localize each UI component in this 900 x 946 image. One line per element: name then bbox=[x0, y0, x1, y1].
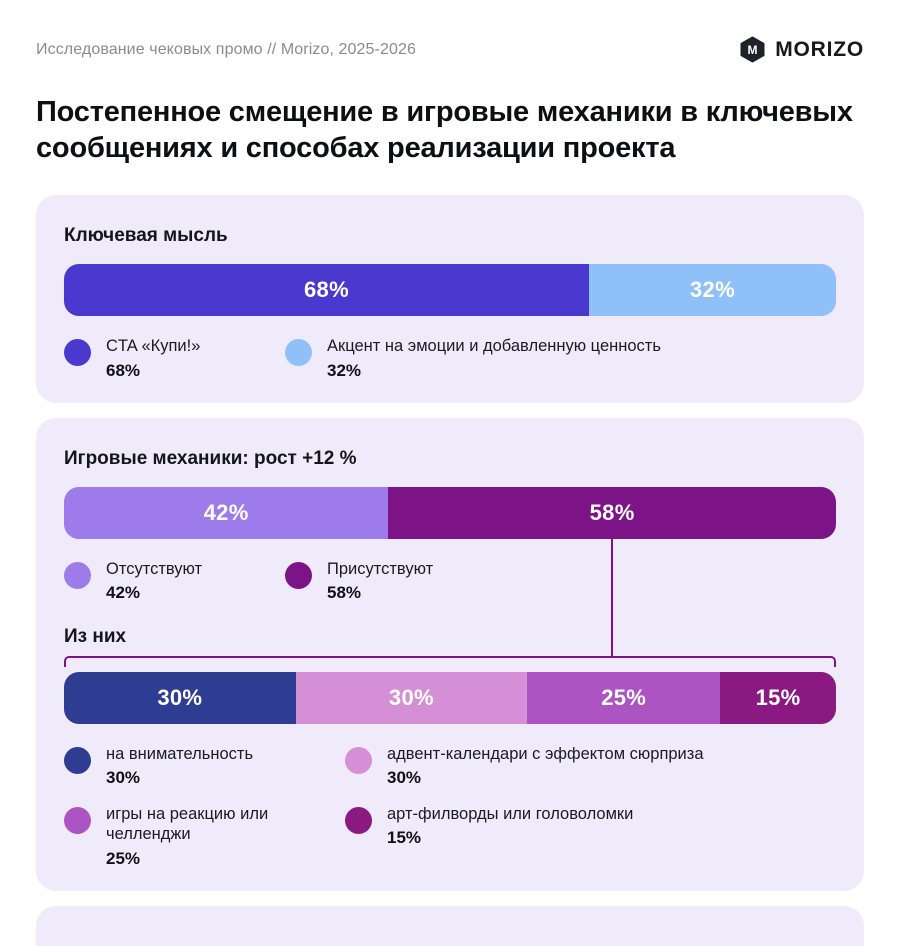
chart2-title: Игровые механики: рост +12 % bbox=[64, 447, 357, 469]
legend-key-message: CTA «Купи!» 68% Акцент на эмоции и добавле… bbox=[64, 336, 836, 381]
legend-text: на внимательность 30% bbox=[106, 744, 253, 789]
connector-line bbox=[611, 531, 614, 658]
page-title: Постепенное смещение в игровые механики … bbox=[36, 96, 853, 164]
legend-text: CTA «Купи!» 68% bbox=[106, 336, 200, 381]
bar-segment: 42% bbox=[64, 486, 389, 539]
header: Исследование чековых промо // Morizo, 20… bbox=[36, 36, 864, 63]
legend-dot bbox=[64, 806, 91, 834]
legend-value: 30% bbox=[387, 768, 422, 788]
legend-value: 25% bbox=[106, 848, 141, 868]
report-subtitle: Исследование чековых промо // Morizo, 20… bbox=[36, 40, 416, 58]
legend-value: 32% bbox=[327, 360, 362, 380]
legend-text: игры на реакцию или челленджи 25% bbox=[106, 804, 345, 870]
breakdown-title: Из них bbox=[64, 625, 127, 647]
next-card-peek bbox=[36, 906, 864, 946]
legend-item: адвент-календари с эффектом сюрприза 30% bbox=[345, 744, 836, 789]
stacked-bar-game-mechanics: 42% 58% bbox=[64, 486, 836, 539]
legend-item: на внимательность 30% bbox=[64, 744, 345, 789]
legend-label: Отсутствуют bbox=[106, 559, 203, 578]
legend-item: игры на реакцию или челленджи 25% bbox=[64, 804, 345, 870]
legend-value: 68% bbox=[106, 360, 141, 380]
legend-dot bbox=[64, 746, 91, 774]
legend-value: 58% bbox=[327, 583, 362, 603]
legend-item: арт-филворды или головоломки 15% bbox=[345, 804, 836, 870]
legend-label: CTA «Купи!» bbox=[106, 336, 201, 355]
stacked-bar-key-message: 68% 32% bbox=[64, 263, 836, 316]
legend-value: 30% bbox=[106, 768, 141, 788]
brand-name: MORIZO bbox=[775, 37, 864, 61]
legend-label: Присутствуют bbox=[327, 559, 434, 578]
legend-item: Отсутствуют 42% bbox=[64, 559, 285, 604]
legend-game-mechanics: Отсутствуют 42% Присутствуют 58% bbox=[64, 559, 836, 604]
legend-label: Акцент на эмоции и добавленную ценность bbox=[327, 336, 661, 355]
game-mechanics-chart-area: 42% 58% Отсутствуют 42% Присутствуют 58% Из … bbox=[64, 486, 836, 869]
bar-segment: 32% bbox=[588, 263, 836, 316]
morizo-logo-icon: M bbox=[740, 36, 765, 63]
svg-text:M: M bbox=[748, 43, 758, 57]
bar-segment: 30% bbox=[64, 671, 296, 724]
breakdown-bracket bbox=[64, 531, 836, 667]
legend-value: 42% bbox=[106, 583, 141, 603]
stacked-bar-breakdown: 30% 30% 25% 15% bbox=[64, 671, 836, 724]
bar-segment: 30% bbox=[295, 671, 528, 724]
legend-dot bbox=[345, 806, 372, 834]
legend-value: 15% bbox=[387, 828, 422, 848]
legend-text: арт-филворды или головоломки 15% bbox=[387, 804, 633, 849]
legend-label: адвент-календари с эффектом сюрприза bbox=[387, 744, 704, 763]
legend-dot bbox=[64, 561, 91, 589]
card-game-mechanics: Игровые механики: рост +12 % 42% 58% Отсу… bbox=[36, 417, 864, 892]
legend-text: Присутствуют 58% bbox=[327, 559, 433, 604]
legend-label: игры на реакцию или челленджи bbox=[106, 804, 269, 844]
chart1-title: Ключевая мысль bbox=[64, 224, 228, 246]
bar-segment: 15% bbox=[720, 671, 836, 724]
legend-label: на внимательность bbox=[106, 744, 254, 763]
legend-dot bbox=[285, 338, 312, 366]
bar-segment: 68% bbox=[64, 263, 589, 316]
brand-logo: M MORIZO bbox=[739, 36, 864, 63]
legend-item: Присутствуют 58% bbox=[285, 559, 433, 604]
legend-breakdown: на внимательность 30% адвент-календари с э… bbox=[64, 744, 836, 869]
legend-dot bbox=[285, 561, 312, 589]
bar-segment: 58% bbox=[388, 486, 836, 539]
legend-label: арт-филворды или головоломки bbox=[387, 804, 634, 823]
card-key-message: Ключевая мысль 68% 32% CTA «Купи!» 68% Акце… bbox=[36, 194, 864, 403]
legend-text: Отсутствуют 42% bbox=[106, 559, 202, 604]
legend-dot bbox=[345, 746, 372, 774]
legend-item: Акцент на эмоции и добавленную ценность 3… bbox=[285, 336, 661, 381]
legend-item: CTA «Купи!» 68% bbox=[64, 336, 285, 381]
bar-segment: 25% bbox=[527, 671, 721, 724]
legend-dot bbox=[64, 338, 91, 366]
legend-text: адвент-календари с эффектом сюрприза 30% bbox=[387, 744, 704, 789]
legend-text: Акцент на эмоции и добавленную ценность 3… bbox=[327, 336, 661, 381]
